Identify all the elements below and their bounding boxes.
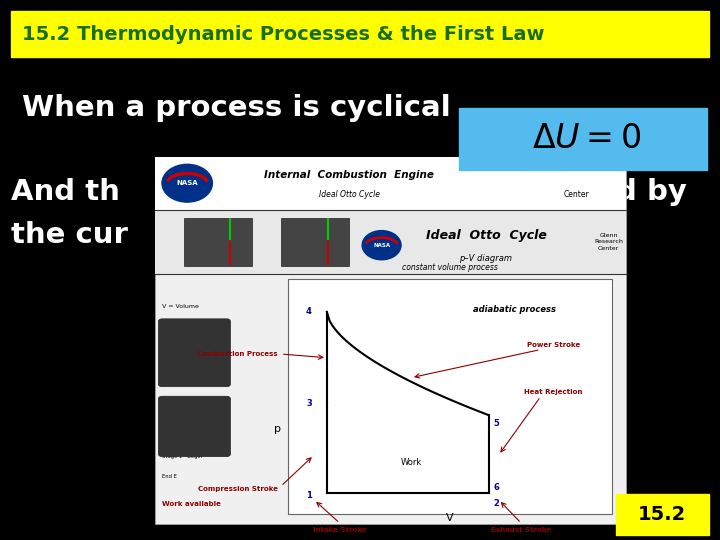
Text: V: V — [446, 512, 454, 523]
FancyBboxPatch shape — [184, 218, 252, 266]
Text: Compression Stroke: Compression Stroke — [197, 486, 278, 492]
Text: Internal  Combustion  Engine: Internal Combustion Engine — [264, 170, 434, 180]
Text: p: p — [274, 424, 281, 434]
Text: 15.2 Thermodynamic Processes & the First Law: 15.2 Thermodynamic Processes & the First… — [22, 24, 544, 44]
FancyBboxPatch shape — [616, 494, 709, 535]
Text: End Heat Rej: End Heat Rej — [162, 401, 196, 407]
Text: 4: 4 — [306, 307, 312, 316]
Text: constant volume process: constant volume process — [402, 263, 498, 272]
Text: Combustion Process: Combustion Process — [197, 351, 278, 357]
Text: 5: 5 — [493, 419, 499, 428]
Circle shape — [362, 231, 401, 260]
Text: 15.2: 15.2 — [638, 504, 687, 524]
Text: adiabatic process: adiabatic process — [473, 305, 557, 314]
Text: Exhaust Stroke: Exhaust Stroke — [491, 527, 552, 533]
Text: And th: And th — [11, 178, 120, 206]
Text: the cur: the cur — [11, 221, 127, 249]
Text: Ideal  Otto  Cycle: Ideal Otto Cycle — [426, 229, 546, 242]
Text: p–V diagram: p–V diagram — [459, 254, 513, 262]
FancyBboxPatch shape — [155, 210, 626, 274]
FancyBboxPatch shape — [281, 218, 349, 266]
Text: 6: 6 — [493, 483, 499, 492]
FancyBboxPatch shape — [155, 157, 626, 524]
Text: Work available: Work available — [162, 501, 221, 507]
FancyBboxPatch shape — [155, 157, 626, 210]
Circle shape — [162, 164, 212, 202]
FancyBboxPatch shape — [459, 108, 707, 170]
Text: When a process is cyclical: When a process is cyclical — [22, 94, 450, 122]
Text: 2: 2 — [493, 499, 499, 508]
Text: Center: Center — [563, 191, 589, 199]
Text: 1: 1 — [306, 491, 312, 500]
Text: End E: End E — [162, 474, 177, 479]
Text: NASA: NASA — [176, 180, 198, 186]
Text: Heat Rejection: Heat Rejection — [524, 389, 583, 395]
Text: Glenn
Research
Center: Glenn Research Center — [594, 233, 623, 251]
FancyBboxPatch shape — [158, 396, 230, 457]
Text: d by: d by — [616, 178, 686, 206]
Text: Work: Work — [400, 458, 422, 467]
Text: Stage 1   Begin: Stage 1 Begin — [162, 454, 202, 459]
Text: Stage 6 – Begin Exh: Stage 6 – Begin Exh — [162, 381, 215, 387]
Text: 3: 3 — [306, 399, 312, 408]
Text: NASA: NASA — [373, 242, 390, 248]
FancyBboxPatch shape — [11, 11, 709, 57]
Text: Intake Stroke: Intake Stroke — [313, 527, 366, 533]
Text: Power Stroke: Power Stroke — [527, 342, 580, 348]
Text: $\Delta U = 0$: $\Delta U = 0$ — [532, 122, 642, 156]
FancyBboxPatch shape — [158, 319, 230, 387]
Text: V = Volume: V = Volume — [162, 304, 199, 309]
FancyBboxPatch shape — [288, 279, 612, 514]
Text: Ideal Otto Cycle: Ideal Otto Cycle — [319, 191, 379, 199]
Text: p = pressure: p = pressure — [162, 324, 202, 329]
